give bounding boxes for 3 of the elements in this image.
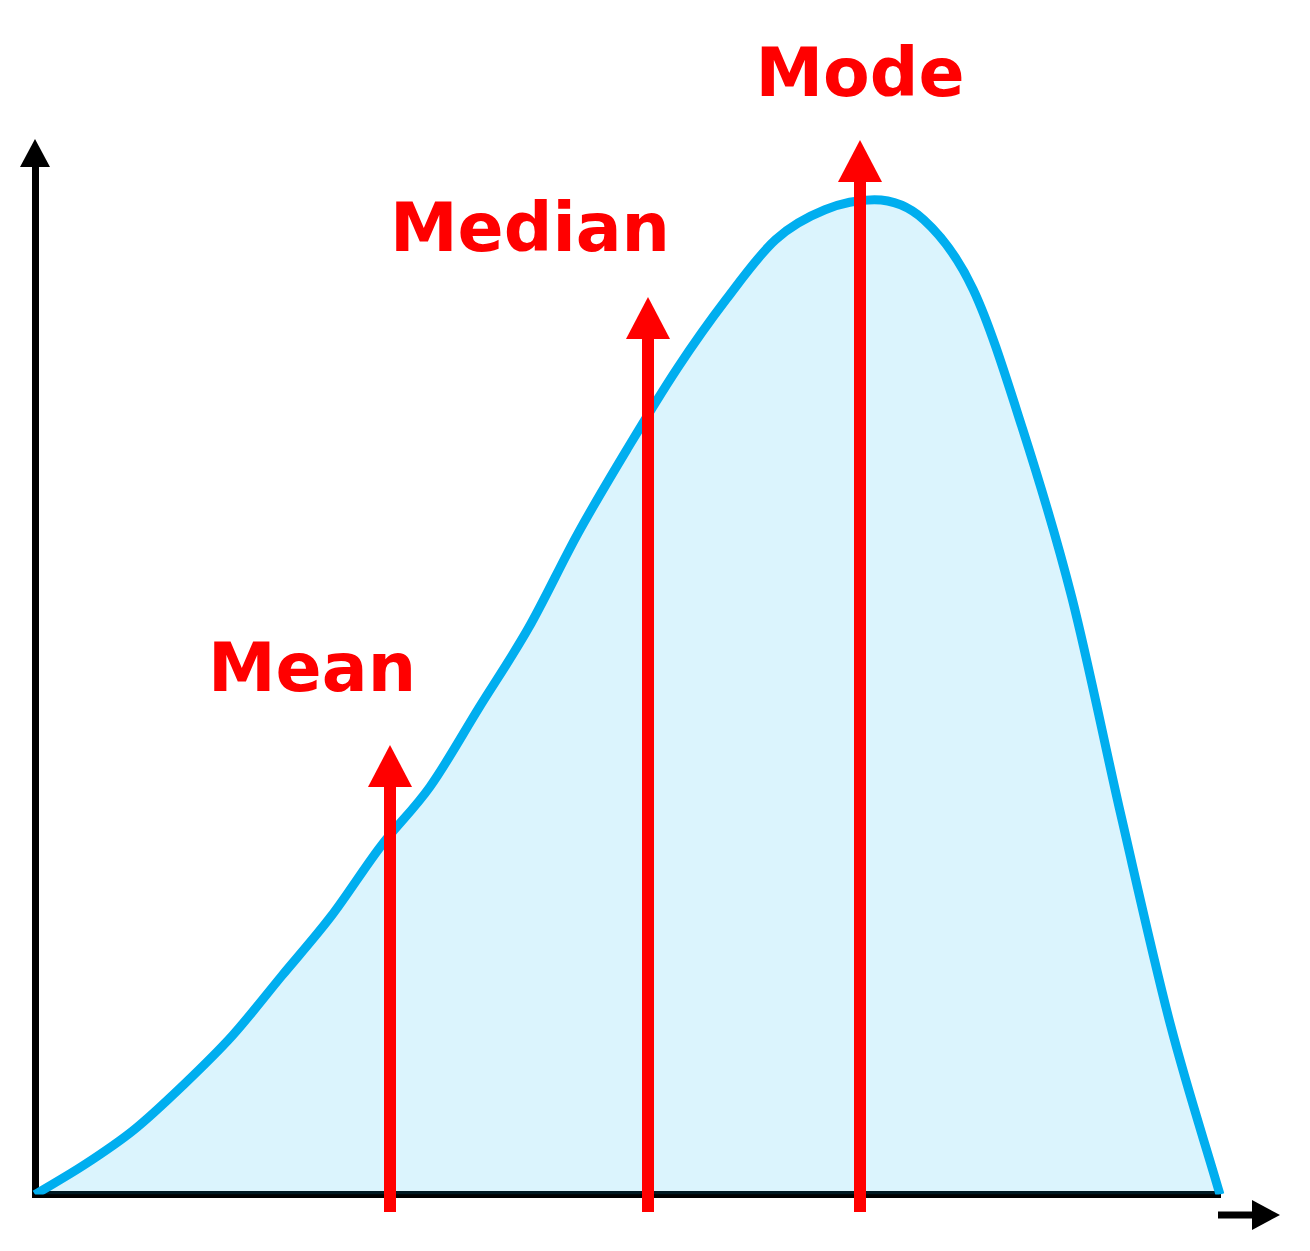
annotation: Mean: [206, 628, 418, 707]
annotation: Median: [388, 188, 672, 267]
text: Mode: [754, 33, 966, 112]
